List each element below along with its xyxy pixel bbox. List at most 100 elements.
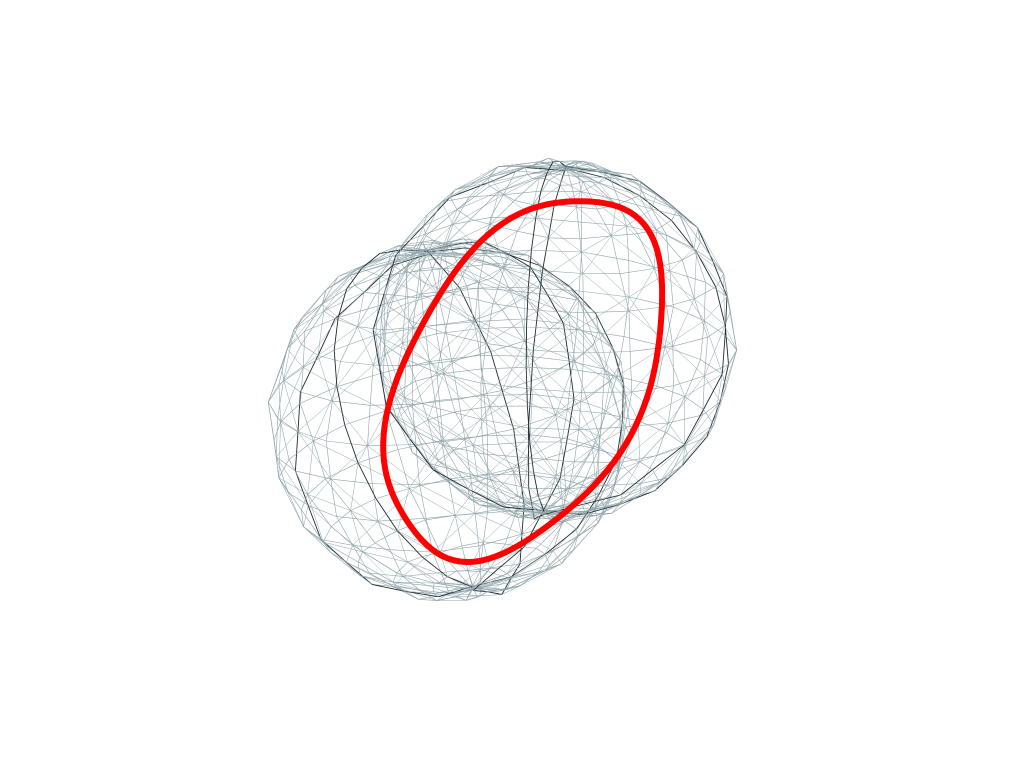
- sphere-b-edge: [567, 369, 573, 410]
- sphere-a-edge: [577, 523, 598, 536]
- sphere-b-edge: [437, 460, 469, 490]
- sphere-b-edge: [722, 373, 727, 388]
- sphere-b-edge: [669, 203, 678, 211]
- sphere-a-edge: [357, 449, 399, 464]
- sphere-b-edge: [467, 489, 470, 500]
- sphere-a-edge: [322, 526, 332, 543]
- sphere-b-edge: [535, 217, 582, 223]
- sphere-b-edge: [526, 326, 577, 330]
- sphere-b-edge: [579, 290, 630, 298]
- sphere-b-edge: [470, 166, 499, 186]
- sphere-a-edge: [440, 515, 456, 553]
- sphere-b-edge: [480, 367, 527, 370]
- sphere-a-edge: [487, 473, 527, 476]
- sphere-b-edge: [567, 375, 617, 410]
- sphere-b-edge: [427, 419, 439, 461]
- sphere-b-edge: [559, 169, 567, 186]
- sphere-b-edge: [576, 296, 630, 330]
- sphere-b-edge: [415, 431, 444, 446]
- sphere-b-edge: [666, 298, 695, 307]
- sphere-b-edge: [514, 200, 534, 206]
- sphere-a-edge: [562, 436, 600, 454]
- sphere-b-edge: [455, 174, 491, 190]
- sphere-b-edge: [487, 174, 528, 184]
- sphere-b-edge: [415, 431, 430, 464]
- sphere-a-edge: [489, 546, 525, 569]
- sphere-a-edge: [502, 267, 539, 288]
- sphere-b-edge: [527, 170, 566, 175]
- sphere-b-edge: [584, 497, 623, 512]
- sphere-b-edge: [388, 305, 410, 321]
- sphere-b-edge: [652, 469, 660, 483]
- sphere-b-edge: [468, 488, 506, 505]
- sphere-a-edge: [300, 391, 333, 402]
- sphere-a-edge: [501, 309, 525, 342]
- sphere-a-edge: [623, 383, 627, 401]
- sphere-a-edge: [357, 294, 395, 327]
- sphere-a-edge: [317, 355, 333, 402]
- sphere-b-edge: [527, 174, 533, 179]
- sphere-b-edge: [527, 405, 568, 410]
- sphere-a-edge: [474, 319, 492, 352]
- sphere-b-edge: [668, 375, 705, 424]
- sphere-a-edge: [429, 355, 481, 362]
- sphere-b-edge: [581, 352, 584, 393]
- sphere-a-edge: [392, 581, 434, 587]
- sphere-a-edge: [454, 242, 462, 245]
- sphere-b-edge: [484, 249, 532, 254]
- sphere-b-edge: [441, 176, 490, 203]
- intersection-curve-path: [380, 198, 666, 565]
- sphere-b-edge: [546, 160, 576, 174]
- sphere-a-edge: [332, 400, 371, 406]
- sphere-a-edge: [334, 318, 358, 327]
- sphere-b-edge: [395, 242, 404, 256]
- sphere-a-edge: [578, 300, 613, 348]
- sphere-a-edge: [396, 585, 406, 592]
- sphere-b-edge: [422, 189, 456, 227]
- sphere-a-edge: [473, 321, 481, 356]
- sphere-b-edge: [694, 251, 697, 299]
- sphere-b-edge: [527, 496, 539, 499]
- sphere-a-edge: [313, 441, 326, 480]
- sphere-a-edge: [461, 541, 484, 547]
- sphere-a-edge: [479, 541, 484, 572]
- sphere-b-edge: [427, 201, 442, 215]
- sphere-b-edge: [659, 464, 683, 483]
- sphere-b-edge: [639, 477, 669, 496]
- sphere-b-edge: [441, 252, 485, 258]
- sphere-b-edge: [486, 310, 539, 344]
- sphere-b-edge: [432, 469, 469, 490]
- sphere-a-edge: [510, 290, 548, 295]
- sphere-b-edge: [576, 206, 612, 237]
- sphere-a-edge: [502, 296, 526, 311]
- sphere-b-edge: [549, 179, 561, 186]
- sphere-a-edge: [604, 347, 613, 370]
- sphere-b-edge: [639, 483, 642, 496]
- sphere-a-edge: [330, 478, 373, 484]
- sphere-a-edge: [392, 572, 398, 583]
- sphere-a-edge: [553, 277, 570, 288]
- sphere-b-edge: [638, 396, 686, 422]
- sphere-b-edge: [578, 391, 632, 431]
- sphere-b-edge: [640, 455, 658, 484]
- sphere-b-edge: [537, 273, 583, 311]
- sphere-a-edge: [428, 361, 436, 401]
- sphere-b-edge: [637, 233, 655, 269]
- sphere-b-edge: [481, 419, 484, 454]
- sphere-a-edge: [300, 386, 338, 404]
- sphere-b-edge: [619, 268, 655, 274]
- sphere-b-edge: [619, 462, 642, 484]
- sphere-a-edge: [538, 550, 554, 573]
- sphere-a-edge: [458, 263, 498, 268]
- sphere-b-edge: [449, 182, 488, 198]
- sphere-a-edge: [283, 379, 299, 432]
- sphere-a-edge: [442, 238, 464, 244]
- sphere-b-edge: [534, 515, 540, 520]
- sphere-b-edge: [531, 249, 582, 253]
- sphere-a-edge: [357, 410, 387, 463]
- sphere-a-edge: [325, 263, 367, 291]
- sphere-a-edge: [374, 530, 398, 544]
- sphere-b-edge: [531, 488, 570, 504]
